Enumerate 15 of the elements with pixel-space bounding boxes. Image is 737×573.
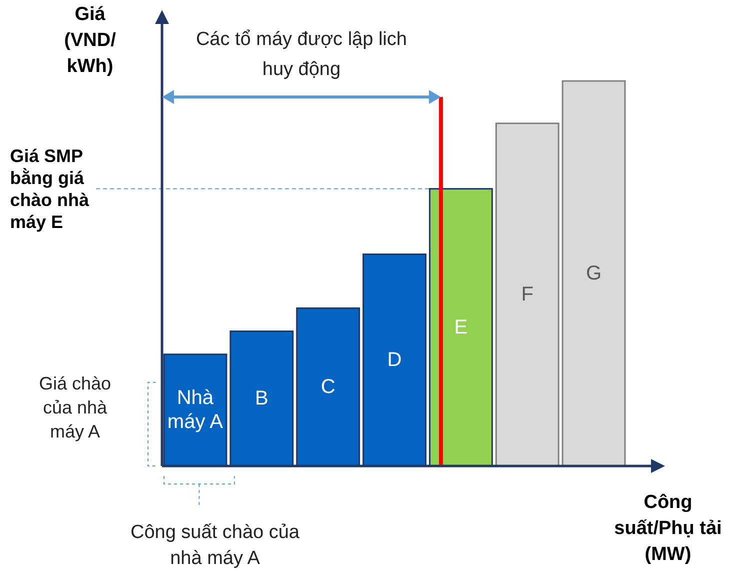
bar — [495, 122, 560, 467]
ref-line-label: Giá SMP bằng giá chào nhà máy E — [10, 146, 90, 232]
y-axis-title: Giá (VND/ kWh) — [64, 4, 117, 77]
x-tick-label: Nhà máy A — [167, 387, 224, 434]
x-tick-label: B — [254, 388, 268, 410]
x-tick-label: C — [320, 376, 336, 398]
x-tick-label: G — [586, 262, 602, 284]
text: Công suất chào của nhà máy A — [130, 522, 300, 569]
x-tick-label: D — [387, 349, 402, 372]
bar — [562, 80, 626, 467]
x-tick-label: E — [454, 316, 468, 338]
x-tick-label: F — [521, 284, 534, 306]
text: Các tổ máy được lập lich huy động — [196, 29, 407, 80]
text: Giá chào của nhà máy A — [38, 373, 112, 442]
x-axis-title: Công suất/Phụ tải (MW) — [614, 492, 722, 565]
